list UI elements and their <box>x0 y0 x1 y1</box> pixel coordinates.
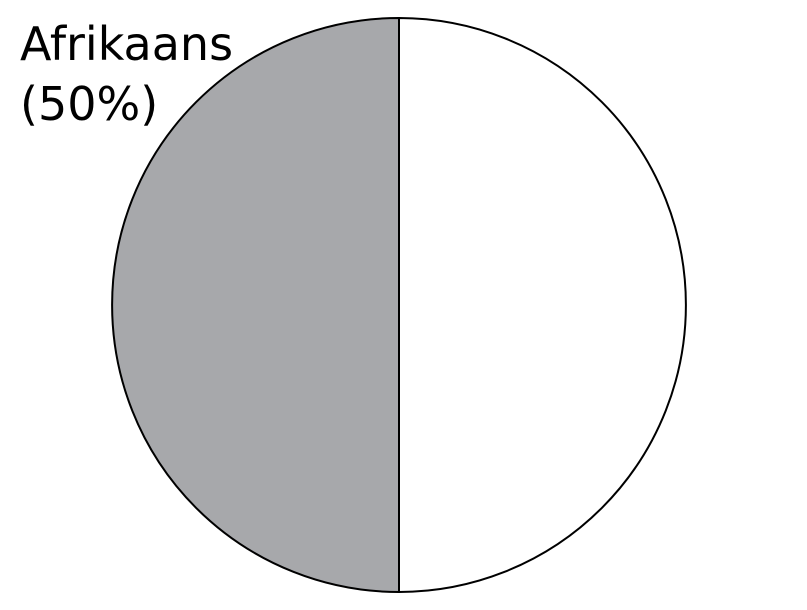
pie-slice-unlabeled-1 <box>398 16 687 594</box>
pie-labels: Afrikaans (50%) <box>20 17 233 131</box>
pie-slices <box>111 16 687 594</box>
slice-label-afrikaans-percent: (50%) <box>20 77 158 131</box>
pie-slice-afrikaans <box>111 16 400 594</box>
slice-label-afrikaans-name: Afrikaans <box>20 17 233 71</box>
